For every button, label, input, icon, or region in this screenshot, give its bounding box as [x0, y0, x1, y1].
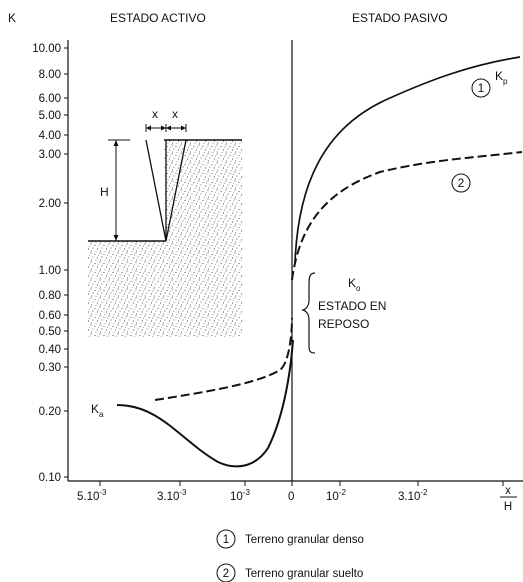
x-tick-label: 10-2 [326, 488, 346, 503]
k0-brace [301, 272, 316, 354]
active-state-title: ESTADO ACTIVO [110, 11, 206, 25]
legend-text: Terreno granular denso [245, 534, 364, 546]
k0-text-line2: REPOSO [318, 317, 369, 331]
y-tick-label: 0.20 [39, 406, 61, 418]
y-tick-label: 0.60 [39, 310, 61, 322]
y-tick-label: 6.00 [39, 93, 61, 105]
ka-curve-dense [116, 339, 294, 468]
y-tick-label: 0.30 [39, 362, 61, 374]
legend-marker: 1 [223, 534, 229, 546]
kp-curve-dense [294, 56, 521, 263]
x-axis-label-denominator: H [504, 501, 512, 513]
y-tick-label: 8.00 [39, 69, 61, 81]
y-tick-label: 4.00 [39, 130, 61, 142]
ka-label: Ka [91, 402, 104, 419]
k0-text-line1: ESTADO EN [318, 299, 386, 313]
x-dimension-left: x [152, 107, 158, 121]
wall-inset-sketch: x x H [88, 107, 242, 337]
legend-item: 1 Terreno granular denso [216, 529, 364, 549]
k0-label: Ko [348, 276, 361, 293]
active-wedge-line [145, 139, 167, 242]
kp-curve-loose [291, 151, 523, 281]
legend-marker: 2 [223, 568, 229, 580]
y-tick-label: 10.00 [32, 43, 61, 55]
y-tick-label: 3.00 [39, 149, 61, 161]
x-tick-label: 3.10-3 [157, 488, 187, 503]
x-tick-label: 3.10-2 [398, 488, 428, 503]
x-ticks [99, 481, 504, 486]
y-tick-label: 0.10 [39, 472, 61, 484]
x-tick-label: 5.10-3 [77, 488, 107, 503]
legend-item: 2 Terreno granular suelto [216, 563, 363, 582]
passive-wedge-line [165, 139, 187, 242]
kp-label: Kp [495, 69, 508, 86]
y-tick-label: 0.50 [39, 326, 61, 338]
x-dimension-right: x [172, 107, 178, 121]
height-dimension-label: H [100, 185, 109, 199]
x-tick-label: 0 [288, 491, 294, 503]
x-axis-label-numerator: x [505, 485, 511, 497]
legend: 1 Terreno granular denso 2 Terreno granu… [216, 529, 364, 582]
y-tick-label: 5.00 [39, 110, 61, 122]
ka-curve-loose [154, 317, 293, 401]
legend-text: Terreno granular suelto [245, 568, 363, 580]
soil-fill [88, 140, 242, 337]
y-tick-label: 0.80 [39, 290, 61, 302]
y-ticks [64, 47, 68, 478]
curve-marker-2: 2 [451, 173, 471, 193]
svg-text:1: 1 [478, 81, 485, 95]
y-tick-label: 1.00 [39, 265, 61, 277]
y-tick-label: 2.00 [39, 198, 61, 210]
svg-text:2: 2 [458, 176, 465, 190]
y-tick-label: 0.40 [39, 344, 61, 356]
x-axis-label: x H [500, 485, 517, 513]
x-tick-label: 10-3 [230, 488, 250, 503]
curve-marker-1: 1 [471, 78, 491, 98]
passive-state-title: ESTADO PASIVO [352, 11, 448, 25]
y-axis-symbol: K [8, 11, 16, 25]
